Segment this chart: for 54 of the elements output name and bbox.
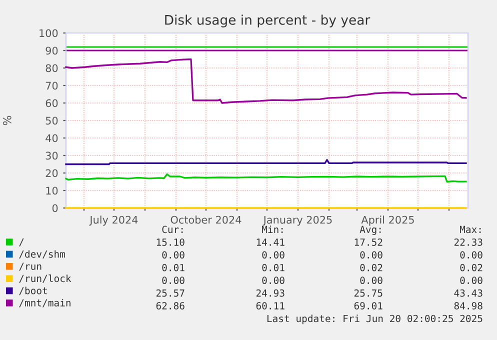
text: 0.00 [460, 276, 482, 284]
text: 15.10 [156, 238, 184, 246]
legend-label: / [19, 238, 24, 246]
legend-label: /boot [19, 286, 47, 296]
text: 0.00 [162, 276, 184, 284]
text: 84.98 [454, 302, 482, 310]
text: 0.01 [262, 264, 284, 272]
y-tick-label: 30 [46, 152, 58, 160]
text: 24.93 [256, 289, 284, 297]
y-tick-label: 50 [46, 116, 58, 125]
y-tick-label: 90 [46, 46, 58, 55]
x-tick-label: January 2025 [262, 216, 332, 226]
text: 0.00 [262, 251, 284, 259]
text: 17.52 [354, 238, 382, 246]
y-tick-label: 60 [46, 99, 58, 108]
line-series [65, 58, 467, 104]
text: 69.01 [354, 302, 382, 310]
y-tick-label: 20 [46, 169, 58, 178]
text: 43.43 [454, 289, 482, 297]
text: 25.57 [156, 289, 184, 297]
text: 14.41 [256, 238, 284, 246]
chart-title: Disk usage in percent - by year [165, 14, 370, 28]
text: 0.01 [162, 264, 184, 272]
text: Cur: [162, 226, 183, 234]
text: Avg: [360, 226, 381, 236]
text: 25.75 [354, 289, 382, 297]
text: 62.86 [156, 302, 184, 310]
legend-label: /dev/shm [19, 250, 65, 259]
text: Last update: Fri Jun 20 02:00:25 2025 [267, 314, 482, 324]
text: Min: [262, 226, 283, 233]
text: 60.11 [256, 302, 284, 310]
text: 22.33 [454, 238, 482, 246]
text: 0.00 [162, 251, 184, 259]
text: 0.02 [360, 264, 382, 272]
x-tick-label: April 2025 [361, 216, 414, 226]
y-tick-label: 100 [40, 29, 58, 38]
x-tick-label: July 2024 [89, 216, 138, 226]
text: 0.00 [360, 276, 382, 284]
text: 0.00 [360, 251, 382, 259]
legend-label: /run [19, 262, 42, 271]
y-axis-title: % [2, 116, 12, 126]
y-tick-label: 40 [46, 134, 58, 142]
text: 0.02 [460, 264, 482, 272]
text: 0.00 [262, 276, 284, 284]
text: Max: [460, 226, 481, 234]
y-tick-label: 80 [46, 64, 58, 72]
line-series [65, 173, 467, 183]
legend-label: /run/lock [19, 274, 72, 283]
legend-label: /mnt/main [19, 298, 70, 308]
y-tick-label: 10 [46, 186, 58, 195]
y-tick-label: 0 [52, 204, 58, 212]
y-tick-label: 70 [46, 82, 58, 90]
text: 0.00 [460, 251, 482, 259]
x-tick-label: October 2024 [170, 216, 242, 224]
